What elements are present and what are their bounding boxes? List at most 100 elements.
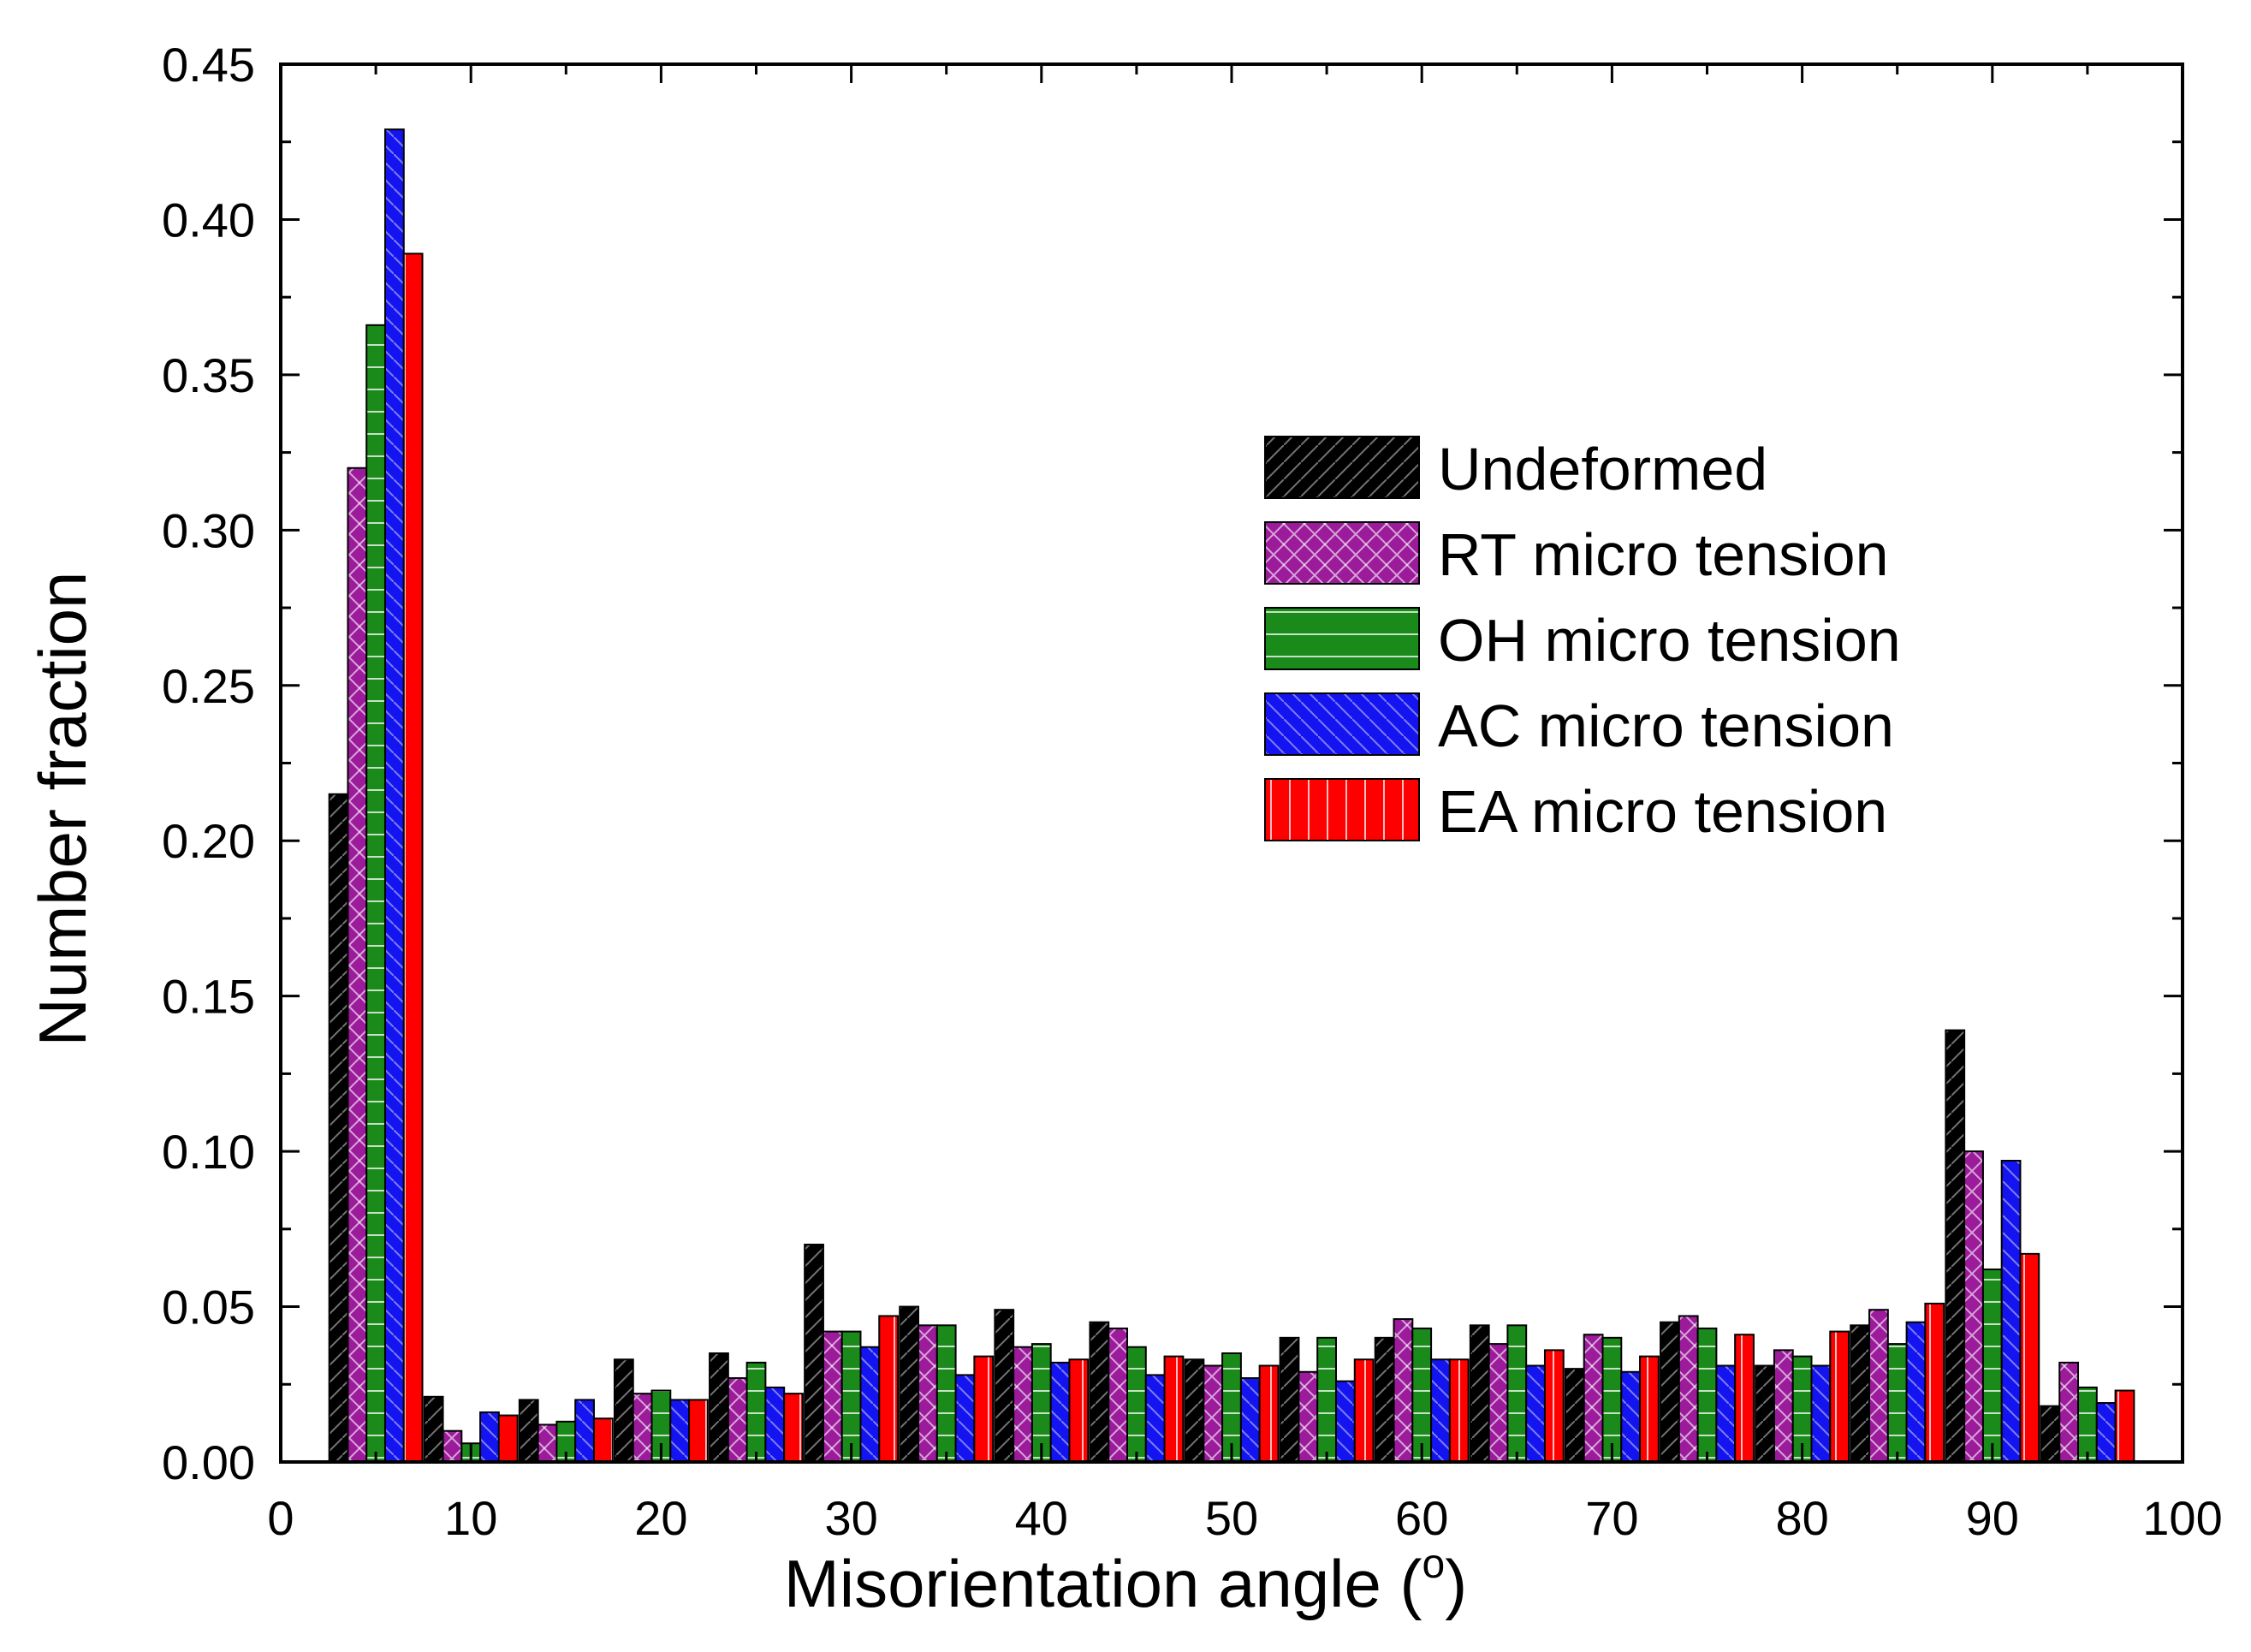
bar-undeformed-20 — [613, 1358, 634, 1463]
bar-ea-micro-tension-35 — [973, 1355, 995, 1463]
bar-undeformed-35 — [899, 1305, 920, 1464]
bar-ea-micro-tension-10 — [497, 1414, 519, 1463]
bar-ea-micro-tension-15 — [592, 1417, 614, 1463]
x-tick-label: 70 — [1585, 1491, 1638, 1545]
bar-rt-micro-tension-65 — [1488, 1343, 1509, 1463]
legend-swatch-undeformed — [1264, 436, 1420, 499]
bar-undeformed-15 — [518, 1399, 539, 1464]
bar-ea-micro-tension-20 — [688, 1399, 709, 1464]
y-tick-label: 0.25 — [162, 659, 255, 713]
bar-ea-micro-tension-70 — [1639, 1355, 1660, 1463]
y-tick-label: 0.35 — [162, 348, 255, 402]
y-axis-label: Number fraction — [25, 572, 100, 1047]
bar-ac-micro-tension-95 — [2095, 1402, 2117, 1464]
bar-oh-micro-tension-90 — [1981, 1269, 2003, 1464]
legend-swatch-ea-micro-tension — [1264, 778, 1420, 841]
bar-ea-micro-tension-80 — [1829, 1330, 1850, 1463]
y-tick-label: 0.05 — [162, 1281, 255, 1334]
y-tick-label: 0.45 — [162, 38, 255, 92]
y-tick-label: 0.20 — [162, 814, 255, 868]
bar-ac-micro-tension-60 — [1430, 1358, 1451, 1463]
bar-ac-micro-tension-20 — [669, 1399, 691, 1464]
x-axis-label: Misorientation angle (o) — [784, 1542, 1467, 1621]
bar-oh-micro-tension-35 — [935, 1324, 957, 1463]
y-tick-label: 0.40 — [162, 193, 255, 247]
bar-ac-micro-tension-85 — [1905, 1321, 1927, 1463]
bar-ea-micro-tension-25 — [783, 1393, 804, 1464]
bar-ac-micro-tension-75 — [1715, 1364, 1737, 1463]
bar-rt-micro-tension-35 — [918, 1324, 938, 1463]
bar-undeformed-80 — [1755, 1364, 1775, 1463]
bar-rt-micro-tension-95 — [2058, 1361, 2080, 1464]
bar-undeformed-65 — [1469, 1324, 1490, 1463]
bar-undeformed-10 — [423, 1395, 444, 1464]
bar-rt-micro-tension-20 — [632, 1393, 653, 1464]
bar-rt-micro-tension-25 — [727, 1377, 748, 1464]
bar-oh-micro-tension-5 — [365, 324, 386, 1464]
bar-rt-micro-tension-55 — [1298, 1370, 1319, 1464]
bar-ea-micro-tension-5 — [402, 253, 424, 1463]
x-tick-label: 90 — [1966, 1491, 2019, 1545]
legend-label: EA micro tension — [1438, 778, 1887, 845]
bar-ac-micro-tension-70 — [1620, 1370, 1642, 1464]
x-tick-label: 50 — [1205, 1491, 1258, 1545]
x-axis-label-degree: o — [1422, 1542, 1446, 1587]
bar-ac-micro-tension-15 — [574, 1399, 595, 1464]
x-tick-label: 100 — [2142, 1491, 2222, 1545]
bar-ac-micro-tension-90 — [2000, 1160, 2022, 1463]
x-axis-label-main: Misorientation angle ( — [784, 1546, 1422, 1621]
bar-ac-micro-tension-55 — [1334, 1380, 1356, 1464]
bar-rt-micro-tension-30 — [822, 1330, 843, 1463]
x-tick-label: 20 — [634, 1491, 687, 1545]
bar-ac-micro-tension-25 — [764, 1386, 786, 1464]
bar-undeformed-50 — [1184, 1358, 1205, 1463]
bar-undeformed-30 — [804, 1243, 824, 1463]
bar-undeformed-70 — [1564, 1368, 1585, 1464]
bar-oh-micro-tension-75 — [1696, 1327, 1718, 1463]
bar-oh-micro-tension-30 — [840, 1330, 862, 1463]
bar-ea-micro-tension-85 — [1924, 1302, 1945, 1464]
bar-ea-micro-tension-45 — [1163, 1355, 1185, 1463]
bar-undeformed-75 — [1660, 1321, 1680, 1463]
bar-rt-micro-tension-50 — [1203, 1364, 1224, 1463]
legend-swatch-oh-micro-tension — [1264, 607, 1420, 670]
bar-ac-micro-tension-30 — [859, 1346, 881, 1463]
bar-rt-micro-tension-80 — [1773, 1349, 1794, 1463]
y-tick-label: 0.30 — [162, 503, 255, 557]
bar-rt-micro-tension-70 — [1583, 1334, 1604, 1463]
bar-ea-micro-tension-40 — [1068, 1358, 1090, 1463]
bar-ea-micro-tension-90 — [2019, 1252, 2040, 1463]
bar-oh-micro-tension-95 — [2077, 1386, 2098, 1464]
bar-undeformed-55 — [1279, 1336, 1300, 1463]
x-tick-label: 60 — [1395, 1491, 1448, 1545]
bar-rt-micro-tension-45 — [1108, 1327, 1129, 1463]
bar-ac-micro-tension-80 — [1810, 1364, 1832, 1463]
x-tick-label: 10 — [444, 1491, 497, 1545]
bar-undeformed-5 — [328, 793, 349, 1463]
legend-label: RT micro tension — [1438, 521, 1889, 588]
bar-ea-micro-tension-60 — [1448, 1358, 1470, 1463]
bar-ea-micro-tension-75 — [1734, 1334, 1755, 1463]
bar-ea-micro-tension-65 — [1543, 1349, 1565, 1463]
tick-labels-layer: 0 10 20 30 40 50 60 70 80 90 100 0.00 0.05 0.10 0.15 0.… — [162, 38, 2223, 1545]
bar-ac-micro-tension-35 — [954, 1374, 976, 1464]
bar-undeformed-60 — [1374, 1336, 1395, 1463]
bar-ac-micro-tension-5 — [383, 128, 405, 1464]
bar-undeformed-25 — [709, 1352, 729, 1463]
bar-rt-micro-tension-85 — [1868, 1309, 1889, 1464]
legend-swatch-rt-micro-tension — [1264, 521, 1420, 585]
bar-ea-micro-tension-55 — [1353, 1358, 1375, 1463]
bar-oh-micro-tension-85 — [1886, 1343, 1908, 1463]
bar-oh-micro-tension-60 — [1411, 1327, 1433, 1463]
y-tick-label: 0.15 — [162, 970, 255, 1024]
x-tick-label: 30 — [824, 1491, 877, 1545]
legend-swatch-ac-micro-tension — [1264, 692, 1420, 756]
bar-ac-micro-tension-65 — [1525, 1364, 1546, 1463]
y-tick-label: 0.00 — [162, 1435, 255, 1489]
ticks-layer — [279, 62, 2184, 1464]
x-tick-label: 40 — [1015, 1491, 1068, 1545]
bar-ac-micro-tension-50 — [1239, 1377, 1261, 1464]
bar-oh-micro-tension-65 — [1506, 1324, 1528, 1463]
bar-oh-micro-tension-25 — [745, 1361, 767, 1464]
